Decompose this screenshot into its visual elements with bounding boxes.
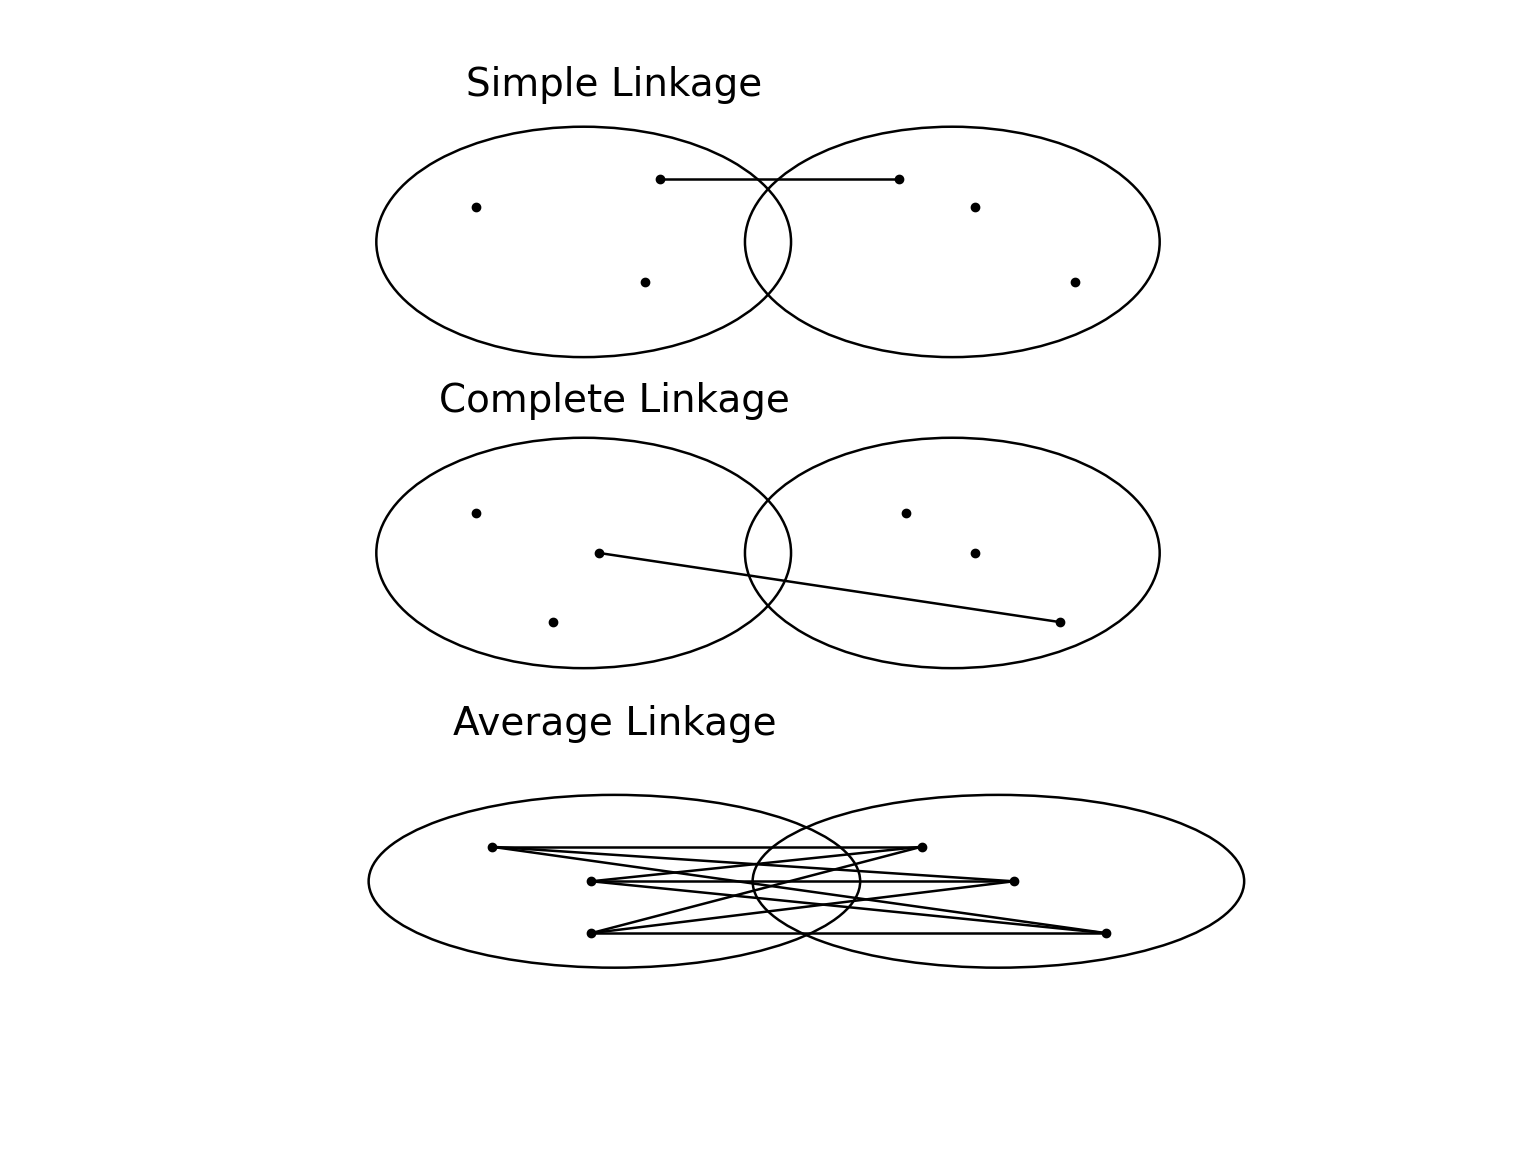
Text: Average Linkage: Average Linkage — [453, 705, 776, 743]
Text: Simple Linkage: Simple Linkage — [467, 66, 762, 104]
Text: Complete Linkage: Complete Linkage — [439, 382, 790, 420]
